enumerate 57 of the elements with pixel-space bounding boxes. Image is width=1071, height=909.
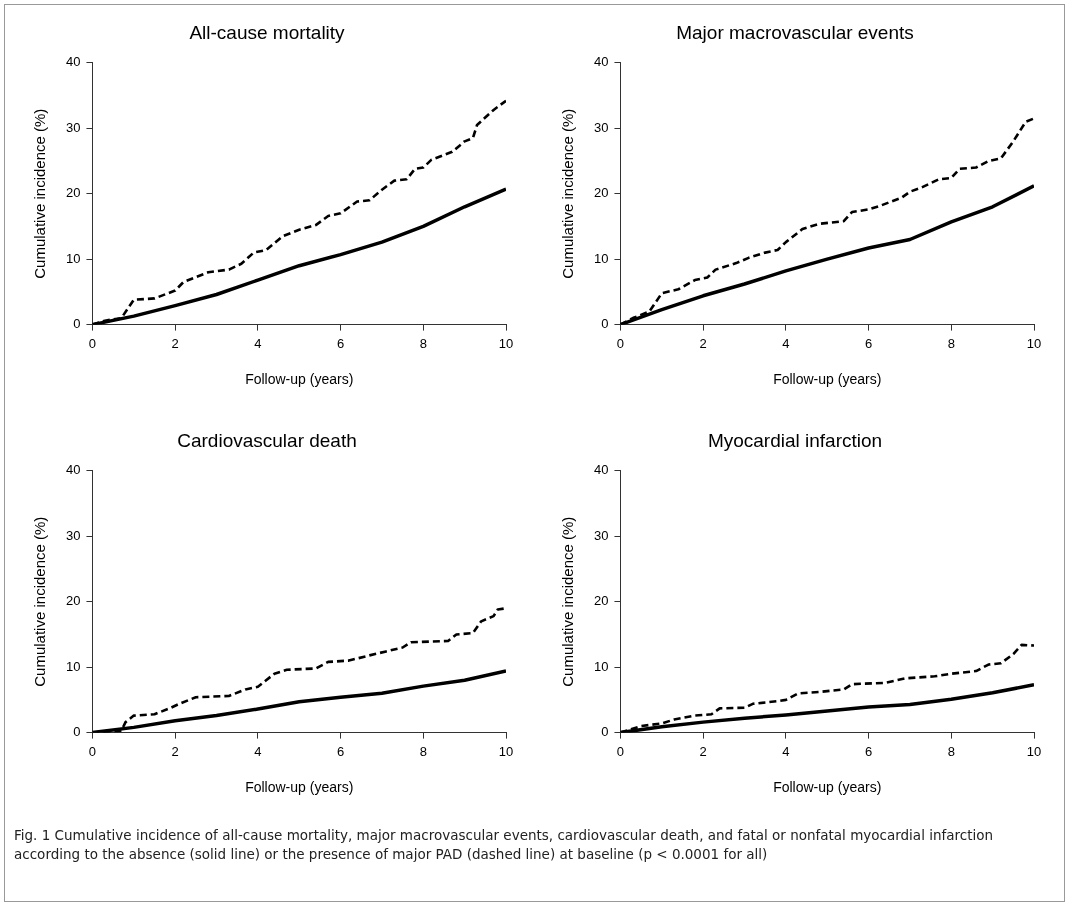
x-tick-label: 0	[88, 743, 97, 759]
y-tick-label: 20	[65, 593, 81, 609]
y-tick-label: 40	[65, 54, 81, 70]
x-tick-label: 8	[419, 743, 427, 759]
chart-title: Cardiovascular death	[177, 429, 357, 451]
y-tick-label: 0	[73, 724, 81, 740]
chart-title: Major macrovascular events	[676, 21, 914, 43]
y-tick-label: 30	[593, 527, 609, 543]
y-tick-label: 40	[593, 462, 609, 478]
y-tick-label: 0	[601, 316, 609, 332]
x-tick-label: 2	[171, 743, 179, 759]
x-tick-label: 4	[254, 335, 262, 351]
x-axis-title: Follow-up (years)	[773, 779, 882, 796]
x-tick-label: 8	[947, 335, 955, 351]
x-tick-label: 2	[699, 743, 707, 759]
y-tick-label: 10	[65, 250, 81, 266]
x-tick-label: 4	[782, 335, 790, 351]
y-axis-title: Cumulative incidence (%)	[559, 516, 577, 687]
x-tick-label: 6	[336, 743, 345, 759]
y-tick-label: 20	[65, 185, 81, 201]
x-tick-label: 10	[498, 743, 514, 759]
caption: Fig. 1 Cumulative incidence of all-cause mortality, major macrovascular events, cardiovascular death, and fatal or nonfatal myocardial infarction according to the absence (solid line) or the presence of major PAD (dashed line) at baseline (p < 0.0001 for all)	[14, 826, 995, 864]
y-tick-label: 0	[73, 316, 81, 332]
x-tick-label: 10	[498, 335, 514, 351]
y-tick-label: 10	[593, 250, 609, 266]
y-tick-label: 0	[601, 724, 609, 740]
chart-title: All-cause mortality	[189, 21, 346, 43]
x-tick-label: 6	[864, 335, 873, 351]
x-axis-title: Follow-up (years)	[773, 371, 882, 388]
y-tick-label: 20	[593, 593, 609, 609]
x-tick-label: 0	[616, 743, 625, 759]
y-axis-title: Cumulative incidence (%)	[31, 516, 49, 687]
y-tick-label: 40	[65, 462, 81, 478]
x-axis-title: Follow-up (years)	[245, 371, 354, 388]
x-tick-label: 4	[254, 743, 262, 759]
x-tick-label: 0	[616, 335, 625, 351]
y-axis-title: Cumulative incidence (%)	[31, 108, 49, 279]
y-tick-label: 40	[593, 54, 609, 70]
x-tick-label: 10	[1026, 743, 1042, 759]
x-tick-label: 2	[171, 335, 179, 351]
x-tick-label: 8	[947, 743, 955, 759]
x-tick-label: 6	[336, 335, 345, 351]
x-tick-label: 0	[88, 335, 97, 351]
y-tick-label: 30	[65, 119, 81, 135]
y-tick-label: 30	[593, 119, 609, 135]
x-tick-label: 8	[419, 335, 427, 351]
x-axis-title: Follow-up (years)	[245, 779, 354, 796]
y-tick-label: 30	[65, 527, 81, 543]
x-tick-label: 2	[699, 335, 707, 351]
y-tick-label: 10	[65, 658, 81, 674]
y-tick-label: 20	[593, 185, 609, 201]
x-tick-label: 10	[1026, 335, 1042, 351]
y-axis-title: Cumulative incidence (%)	[559, 108, 577, 279]
x-tick-label: 4	[782, 743, 790, 759]
x-tick-label: 6	[864, 743, 873, 759]
chart-title: Myocardial infarction	[707, 429, 883, 451]
y-tick-label: 10	[593, 658, 609, 674]
